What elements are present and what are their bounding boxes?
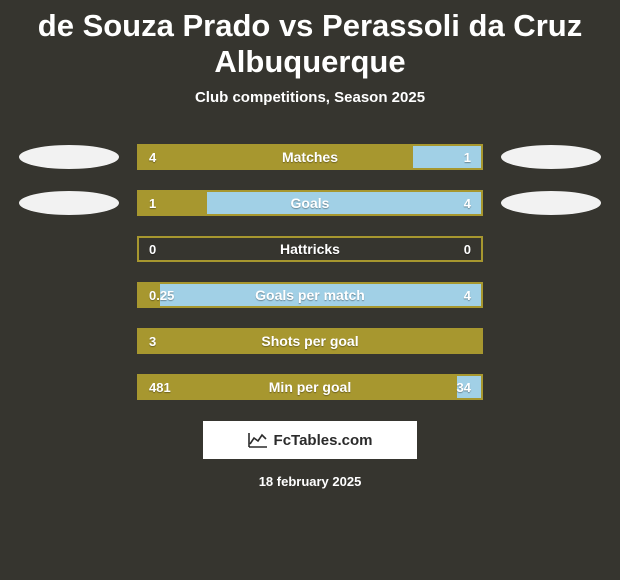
subtitle: Club competitions, Season 2025: [0, 89, 620, 106]
source-label: FcTables.com: [274, 432, 373, 449]
page-title: de Souza Prado vs Perassoli da Cruz Albu…: [0, 0, 620, 79]
stat-value-left: 1: [139, 192, 166, 214]
bar-fill-left: [139, 146, 413, 168]
bar-fill-right: [160, 284, 481, 306]
stat-bar: 0 0Hattricks: [137, 236, 483, 262]
stat-row: 3Shots per goal: [0, 328, 620, 354]
stat-row: 0 0Hattricks: [0, 236, 620, 262]
comparison-infographic: de Souza Prado vs Perassoli da Cruz Albu…: [0, 0, 620, 580]
stat-bar: 48134Min per goal: [137, 374, 483, 400]
player-badge-left: [19, 145, 119, 169]
bar-fill-left: [139, 376, 457, 398]
stat-row: 14Goals: [0, 190, 620, 216]
stat-row: 48134Min per goal: [0, 374, 620, 400]
stat-bar: 3Shots per goal: [137, 328, 483, 354]
stat-value-left: 4: [139, 146, 166, 168]
player-badge-right: [501, 191, 601, 215]
stat-value-right: 0: [454, 238, 481, 260]
stat-value-left: 481: [139, 376, 181, 398]
stat-bar: 14Goals: [137, 190, 483, 216]
stat-row: 41Matches: [0, 144, 620, 170]
source-badge: FcTables.com: [202, 420, 418, 460]
stat-value-left: 0: [139, 238, 166, 260]
bar-fill-left: [139, 330, 481, 352]
player-badge-left: [19, 191, 119, 215]
stat-value-right: 4: [454, 284, 481, 306]
stat-bar: 0.254Goals per match: [137, 282, 483, 308]
chart-line-icon: [248, 432, 268, 448]
stat-value-left: 0.25: [139, 284, 184, 306]
stat-value-left: 3: [139, 330, 166, 352]
stat-value-right: [461, 330, 481, 352]
bar-fill-right: [207, 192, 481, 214]
stat-row: 0.254Goals per match: [0, 282, 620, 308]
stat-value-right: 34: [447, 376, 481, 398]
stat-bar: 41Matches: [137, 144, 483, 170]
stat-rows: 41Matches14Goals00Hattricks0.254Goals pe…: [0, 144, 620, 400]
date-label: 18 february 2025: [0, 474, 620, 489]
stat-value-right: 1: [454, 146, 481, 168]
player-badge-right: [501, 145, 601, 169]
stat-label: Hattricks: [139, 238, 481, 260]
stat-value-right: 4: [454, 192, 481, 214]
